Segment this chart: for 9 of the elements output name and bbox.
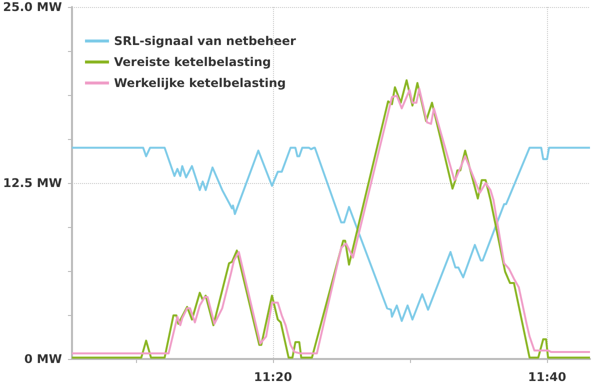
y-tick-label: 25.0 MW bbox=[2, 0, 62, 14]
line-series bbox=[70, 146, 591, 322]
legend-label: SRL-signaal van netbeheer bbox=[114, 34, 296, 48]
x-tick-label: 11:40 bbox=[528, 370, 566, 384]
y-tick-label: 12.5 MW bbox=[2, 176, 62, 190]
x-tick-label: 11:20 bbox=[254, 370, 292, 384]
legend-label: Vereiste ketelbelasting bbox=[114, 55, 271, 69]
y-tick-label: 0 MW bbox=[24, 352, 62, 366]
legend-label: Werkelijke ketelbelasting bbox=[114, 76, 286, 90]
